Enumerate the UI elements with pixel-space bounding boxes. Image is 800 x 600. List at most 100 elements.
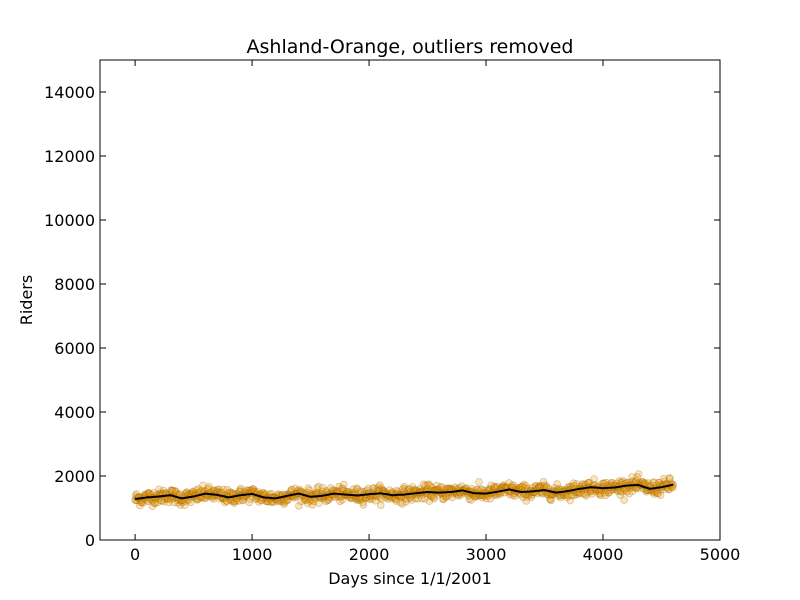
data-point <box>425 480 433 489</box>
data-point <box>377 484 386 493</box>
data-point <box>550 483 559 492</box>
data-point <box>411 494 420 503</box>
data-point <box>599 479 608 488</box>
data-point <box>601 488 609 497</box>
data-point <box>441 493 450 502</box>
data-point <box>313 484 321 492</box>
data-point <box>509 481 518 490</box>
y-tick-label: 4000 <box>54 403 95 422</box>
data-point <box>170 498 179 507</box>
data-point <box>608 479 617 487</box>
data-point <box>339 480 348 489</box>
data-point <box>280 500 288 509</box>
data-point <box>428 483 437 492</box>
data-point <box>547 496 555 505</box>
data-point <box>192 486 201 494</box>
data-point <box>438 483 447 492</box>
data-point <box>572 490 581 499</box>
data-point <box>153 498 162 507</box>
data-point <box>199 481 207 490</box>
data-point <box>584 479 592 487</box>
data-point <box>569 479 578 488</box>
data-point <box>366 495 374 504</box>
x-tick-label: 0 <box>130 545 140 564</box>
data-point <box>219 485 228 494</box>
data-point <box>455 491 463 500</box>
data-point <box>237 484 245 493</box>
y-tick-label: 8000 <box>54 275 95 294</box>
data-point <box>625 489 633 498</box>
data-point <box>287 485 296 494</box>
data-point <box>423 481 432 489</box>
data-point <box>493 482 502 491</box>
data-point <box>398 485 407 493</box>
data-point <box>491 482 499 491</box>
data-point <box>339 484 347 493</box>
data-point <box>421 481 430 490</box>
data-point <box>532 482 540 490</box>
data-point <box>371 496 380 505</box>
data-point <box>585 478 594 487</box>
data-point <box>400 484 409 493</box>
data-point <box>151 499 160 508</box>
data-point <box>221 498 229 507</box>
data-point <box>159 486 168 495</box>
data-point <box>654 478 663 487</box>
data-point <box>413 494 422 503</box>
data-point <box>467 496 475 504</box>
data-point <box>579 489 588 498</box>
data-point <box>511 492 519 500</box>
data-point <box>590 475 598 483</box>
data-point <box>433 481 441 490</box>
data-point <box>176 501 185 509</box>
data-point <box>527 493 536 502</box>
y-tick-label: 6000 <box>54 339 95 358</box>
data-point <box>392 486 401 495</box>
data-point <box>396 498 405 507</box>
data-point <box>600 479 609 488</box>
data-point <box>303 499 312 508</box>
data-point <box>616 487 625 495</box>
data-point <box>385 486 394 494</box>
data-point <box>242 486 251 494</box>
data-point <box>226 488 234 497</box>
data-point <box>439 495 447 504</box>
data-point <box>245 498 254 507</box>
x-tick-label: 2000 <box>349 545 390 564</box>
data-point <box>355 496 364 505</box>
data-point <box>594 490 603 498</box>
data-point <box>280 498 289 507</box>
data-point <box>364 484 372 493</box>
data-point <box>136 501 144 510</box>
data-point <box>596 491 605 500</box>
data-point <box>305 486 314 495</box>
data-point <box>335 482 343 491</box>
data-point <box>238 496 247 505</box>
data-point <box>165 498 173 507</box>
y-tick-label: 10000 <box>44 211 95 230</box>
data-point <box>150 499 159 507</box>
data-point <box>158 497 166 505</box>
data-point <box>660 477 669 486</box>
data-point <box>323 496 332 505</box>
data-point <box>522 497 531 505</box>
data-point <box>402 497 410 506</box>
data-point <box>535 482 543 491</box>
data-point <box>349 485 358 493</box>
data-point <box>405 485 414 493</box>
data-point <box>314 482 323 491</box>
data-point <box>506 490 514 499</box>
data-point <box>284 496 292 504</box>
data-point <box>587 490 596 498</box>
data-point <box>148 502 157 511</box>
data-point <box>575 489 583 498</box>
data-point <box>420 494 429 503</box>
data-point <box>398 500 407 508</box>
data-point <box>567 491 576 500</box>
data-point <box>187 498 195 507</box>
data-point <box>429 493 438 502</box>
data-point <box>482 494 491 503</box>
data-point <box>353 484 361 493</box>
data-point <box>353 496 362 504</box>
